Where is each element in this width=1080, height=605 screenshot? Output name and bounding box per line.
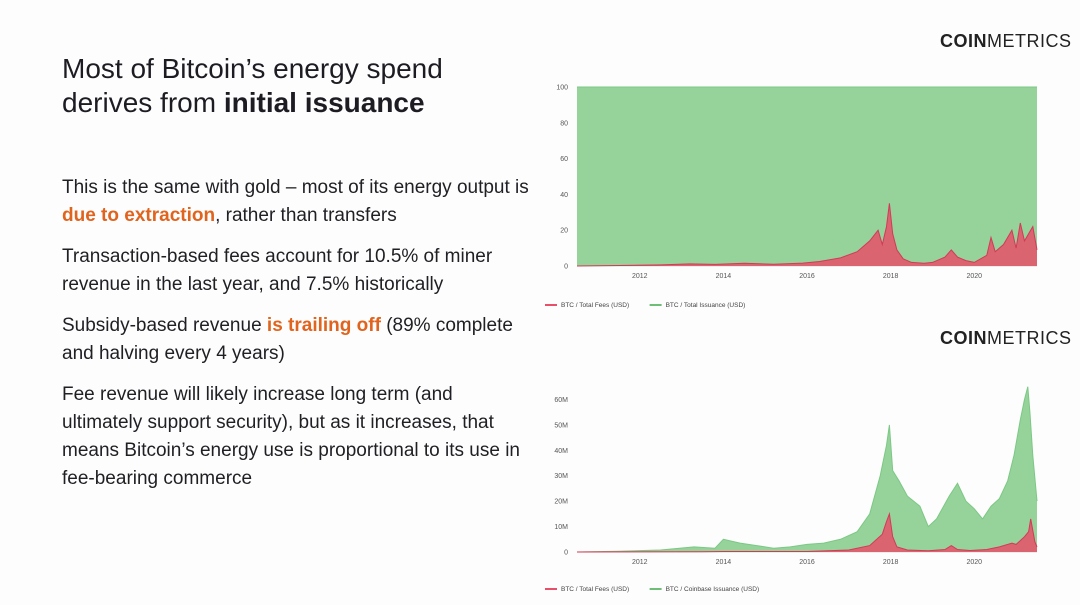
fee-share-chart: 0 20 40 60 80 100 2012 2014 2016 2018 2020 BTC / To… xyxy=(545,85,1038,309)
y-tick-label: 100 xyxy=(556,85,568,92)
x-tick-label: 2020 xyxy=(966,273,982,280)
coinmetrics-logo: COINMETRICS xyxy=(940,328,1072,349)
y-tick-label: 60 xyxy=(560,156,568,163)
fees-vs-issuance-chart: 0 10M 20M 30M 40M 50M 60M 2012 2014 2016 2018 2020 B… xyxy=(545,386,1038,593)
series-area-issuance xyxy=(577,87,1037,266)
legend-label: BTC / Coinbase Issuance (USD) xyxy=(666,586,760,593)
bullet-text: This is the same with gold – most of its… xyxy=(62,177,529,198)
bullet-gold-extraction: This is the same with gold – most of its… xyxy=(62,174,532,230)
bullet-transaction-fees: Transaction-based fees account for 10.5%… xyxy=(62,243,532,299)
y-tick-label: 80 xyxy=(560,120,568,127)
series-line-total-fees xyxy=(576,203,1038,267)
legend-label: BTC / Total Fees (USD) xyxy=(561,302,629,309)
legend-label: BTC / Total Fees (USD) xyxy=(561,586,629,593)
bullet-text: Fee revenue will likely increase long te… xyxy=(62,384,521,489)
x-tick-label: 2020 xyxy=(966,559,982,566)
bullet-highlight: is trailing off xyxy=(266,315,381,336)
y-tick-label: 0 xyxy=(564,264,568,271)
y-tick-label: 60M xyxy=(554,397,568,404)
x-tick-label: 2012 xyxy=(632,273,648,280)
title-line-2-bold: initial issuance xyxy=(223,87,425,118)
series-line-total-fees xyxy=(576,511,1038,553)
bullet-text-tail: (89% complete and halving every 4 years) xyxy=(62,315,513,364)
coinmetrics-logo: COINMETRICS xyxy=(940,31,1072,52)
bullet-list: This is the same with gold – most of its… xyxy=(62,174,532,506)
bullet-subsidy-revenue: Subsidy-based revenue is trailing off (8… xyxy=(62,312,532,368)
bullet-text: Subsidy-based revenue xyxy=(62,315,267,336)
title-line-2: derives from initial issuance xyxy=(62,86,522,120)
x-tick-label: 2012 xyxy=(632,559,648,566)
x-tick-label: 2018 xyxy=(883,273,899,280)
y-tick-label: 50M xyxy=(554,422,568,429)
slide-title: Most of Bitcoin’s energy spend derives f… xyxy=(62,52,522,120)
series-area-total-fees xyxy=(577,203,1037,266)
x-tick-label: 2018 xyxy=(883,559,899,566)
logo-metrics: METRICS xyxy=(987,328,1072,348)
y-tick-label: 40 xyxy=(560,192,568,199)
logo-metrics: METRICS xyxy=(987,31,1072,51)
x-tick-label: 2016 xyxy=(799,559,815,566)
y-tick-label: 30M xyxy=(554,473,568,480)
logo-coin: COIN xyxy=(940,31,987,51)
y-tick-label: 20M xyxy=(554,499,568,506)
series-line-issuance xyxy=(576,386,1038,553)
y-tick-label: 0 xyxy=(564,550,568,557)
bullet-text: Transaction-based fees account for 10.5%… xyxy=(62,246,493,295)
x-tick-label: 2014 xyxy=(716,559,732,566)
legend-label: BTC / Total Issuance (USD) xyxy=(666,302,746,309)
x-tick-label: 2016 xyxy=(799,273,815,280)
bullet-text-tail: , rather than transfers xyxy=(215,205,397,226)
title-line-2-prefix: derives from xyxy=(62,87,224,118)
bullet-fee-revenue: Fee revenue will likely increase long te… xyxy=(62,381,532,493)
y-tick-label: 40M xyxy=(554,448,568,455)
logo-coin: COIN xyxy=(940,328,987,348)
bullet-highlight: due to extraction xyxy=(62,205,216,226)
series-area-issuance xyxy=(577,386,1037,552)
y-tick-label: 20 xyxy=(560,228,568,235)
y-tick-label: 10M xyxy=(554,524,568,531)
x-tick-label: 2014 xyxy=(716,273,732,280)
title-line-1: Most of Bitcoin’s energy spend xyxy=(62,53,443,84)
